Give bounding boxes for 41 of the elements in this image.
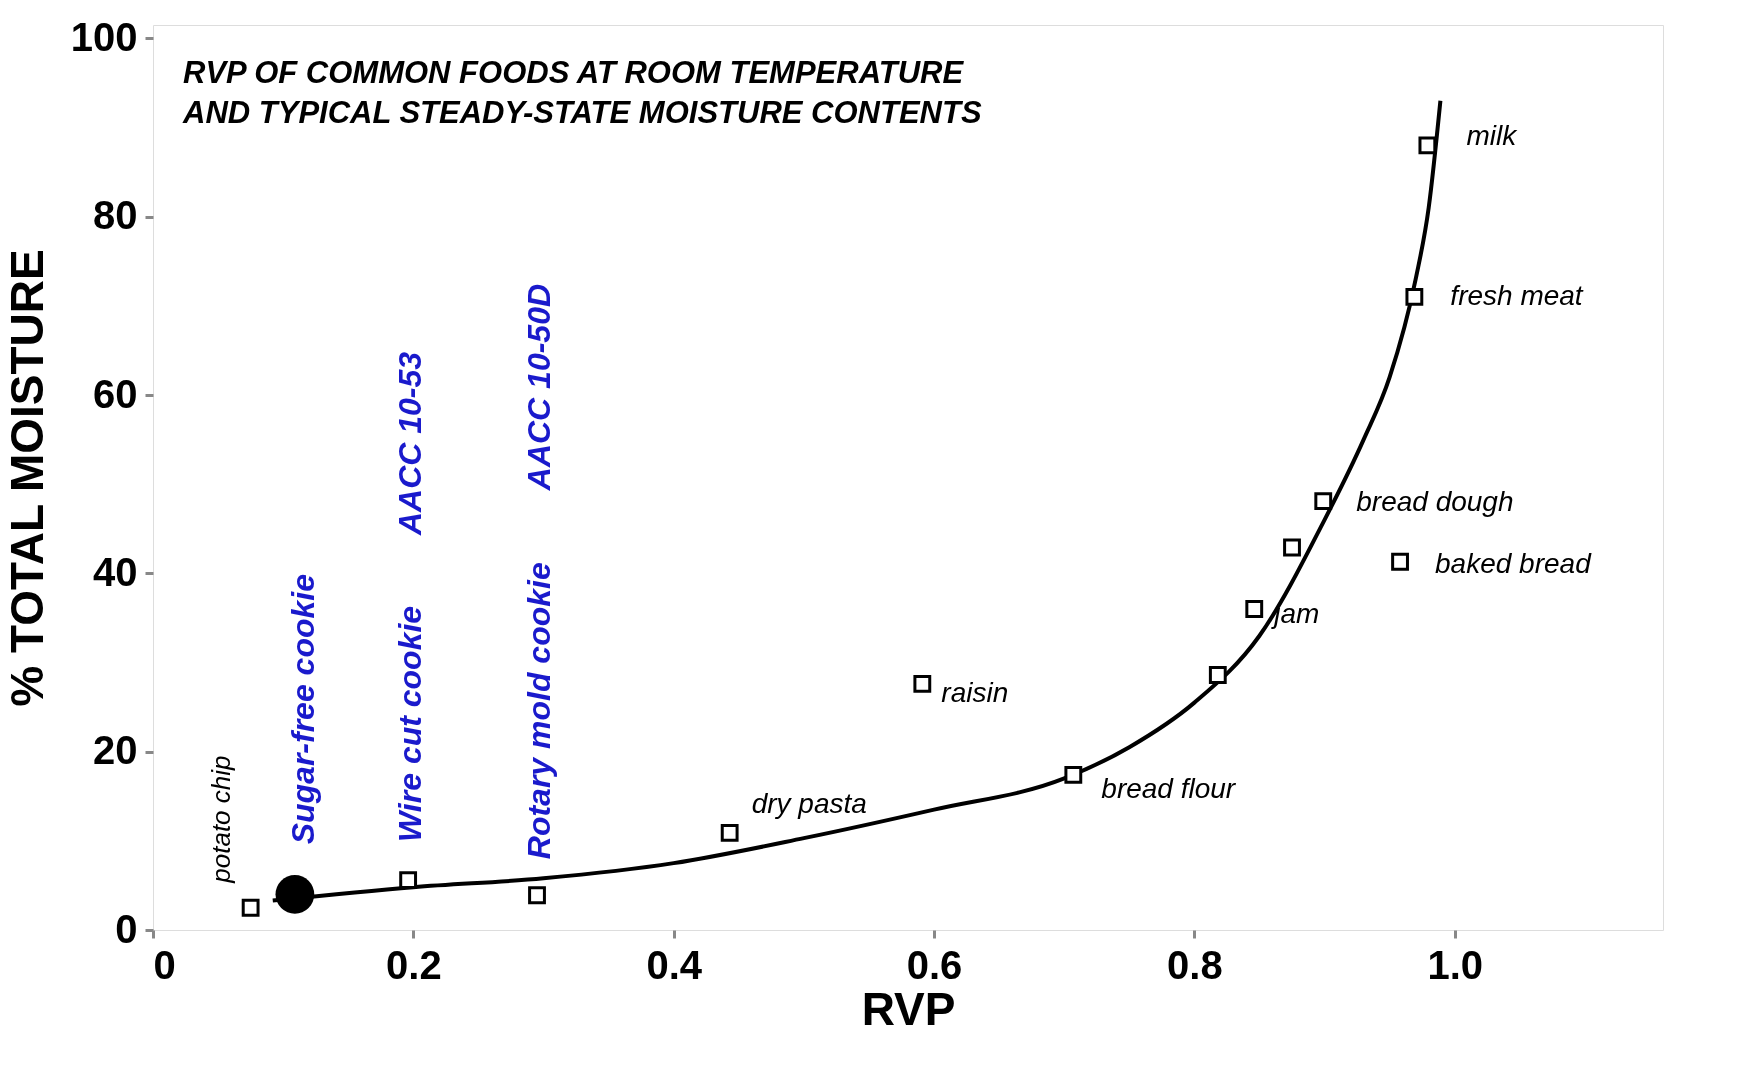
annotation: dry pasta [751, 787, 867, 819]
annotation: AACC 10-53 [392, 351, 429, 537]
y-tick-label: 40 [93, 549, 138, 594]
point [1314, 492, 1333, 511]
point [1391, 552, 1409, 571]
point [1405, 288, 1424, 306]
point [1208, 666, 1227, 684]
point [399, 871, 418, 889]
y-tick-label: 20 [93, 728, 138, 773]
x-tick-label: 0.4 [646, 942, 703, 987]
point [720, 823, 739, 842]
y-tick-label: 100 [70, 14, 138, 59]
point [913, 675, 932, 693]
annotation: Rotary mold cookie [521, 562, 558, 860]
annotation: baked bread [1435, 547, 1593, 579]
point [1283, 538, 1301, 557]
annotation: bread dough [1356, 486, 1514, 518]
x-tick-label: 0 [153, 942, 176, 987]
annotation: Wire cut cookie [392, 605, 429, 843]
y-tick-label: 0 [115, 906, 138, 951]
annotation: bread flour [1101, 772, 1237, 804]
point [241, 898, 260, 917]
point [528, 886, 546, 905]
x-tick-label: 0.2 [386, 942, 442, 987]
x-tick-label: 0.8 [1167, 942, 1223, 987]
annotation: jam [1270, 598, 1320, 630]
y-tick-label: 80 [93, 193, 138, 238]
point [275, 875, 315, 914]
annotation: potato chip [205, 755, 236, 884]
x-tick-label: 1.0 [1427, 942, 1484, 987]
annotation: milk [1466, 120, 1519, 152]
y-axis-title: % TOTAL MOISTURE [0, 249, 53, 707]
text: RVP OF COMMON FOODS AT ROOM TEMPERATURE AND TYPICAL STEADY-STATE MOISTURE CONTENTS [182, 55, 982, 130]
annotation: Sugar-free cookie [284, 574, 321, 845]
annotation: AACC 10-50D [521, 283, 558, 492]
point [1064, 765, 1083, 784]
annotation: fresh meat [1450, 279, 1584, 311]
y-tick-label: 60 [93, 371, 138, 416]
point [1245, 600, 1264, 618]
annotation: raisin [941, 676, 1009, 708]
point [1418, 136, 1437, 155]
